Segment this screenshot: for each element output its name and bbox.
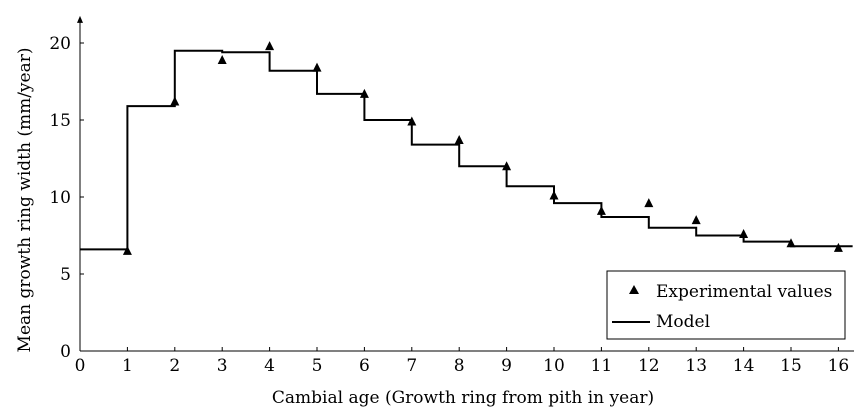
experimental-point	[833, 242, 843, 252]
y-tick-label: 10	[49, 188, 71, 208]
experimental-point	[454, 135, 464, 145]
experimental-point	[122, 245, 132, 255]
legend-box	[606, 270, 846, 340]
x-tick-label: 8	[454, 356, 465, 376]
experimental-point	[549, 190, 559, 200]
x-tick-label: 2	[169, 356, 180, 376]
experimental-point	[359, 88, 369, 98]
y-axis-arrow	[77, 15, 83, 23]
y-axis-label: Mean growth ring width (mm/year)	[15, 48, 35, 353]
axes	[77, 15, 854, 352]
x-tick-label: 0	[75, 356, 86, 376]
x-tick-label: 13	[685, 356, 707, 376]
legend: Experimental values Model	[606, 270, 846, 340]
x-tick-label: 6	[359, 356, 370, 376]
plot-area	[80, 41, 853, 255]
experimental-point	[691, 215, 701, 225]
x-tick-label: 3	[217, 356, 228, 376]
experimental-point	[265, 41, 275, 51]
x-tick-label: 12	[638, 356, 660, 376]
legend-entry-model: Model	[656, 312, 710, 332]
x-tick-label: 14	[733, 356, 755, 376]
x-tick-label: 1	[122, 356, 133, 376]
experimental-point	[739, 228, 749, 238]
x-tick-label: 10	[543, 356, 565, 376]
experimental-point	[502, 161, 512, 171]
model-step-line	[80, 49, 853, 251]
experimental-point	[786, 238, 796, 248]
y-tick-label: 5	[60, 265, 71, 285]
experimental-point	[407, 116, 417, 126]
experimental-point	[596, 205, 606, 215]
x-tick-label: 5	[312, 356, 323, 376]
experimental-point	[644, 198, 654, 208]
y-tick-label: 15	[49, 111, 71, 131]
x-tick-label: 16	[828, 356, 850, 376]
x-tick-label: 9	[501, 356, 512, 376]
legend-entry-experimental: Experimental values	[656, 282, 832, 302]
legend-marker-triangle	[629, 285, 639, 294]
x-tick-label: 7	[406, 356, 417, 376]
x-tick-label: 4	[264, 356, 275, 376]
y-tick-label: 0	[60, 342, 71, 362]
x-tick-label: 15	[780, 356, 802, 376]
y-tick-label: 20	[49, 34, 71, 54]
experimental-point	[312, 62, 322, 72]
experimental-point	[217, 54, 227, 64]
x-tick-label: 11	[591, 356, 613, 376]
x-axis-label: Cambial age (Growth ring from pith in ye…	[272, 388, 654, 408]
experimental-point	[170, 96, 180, 106]
